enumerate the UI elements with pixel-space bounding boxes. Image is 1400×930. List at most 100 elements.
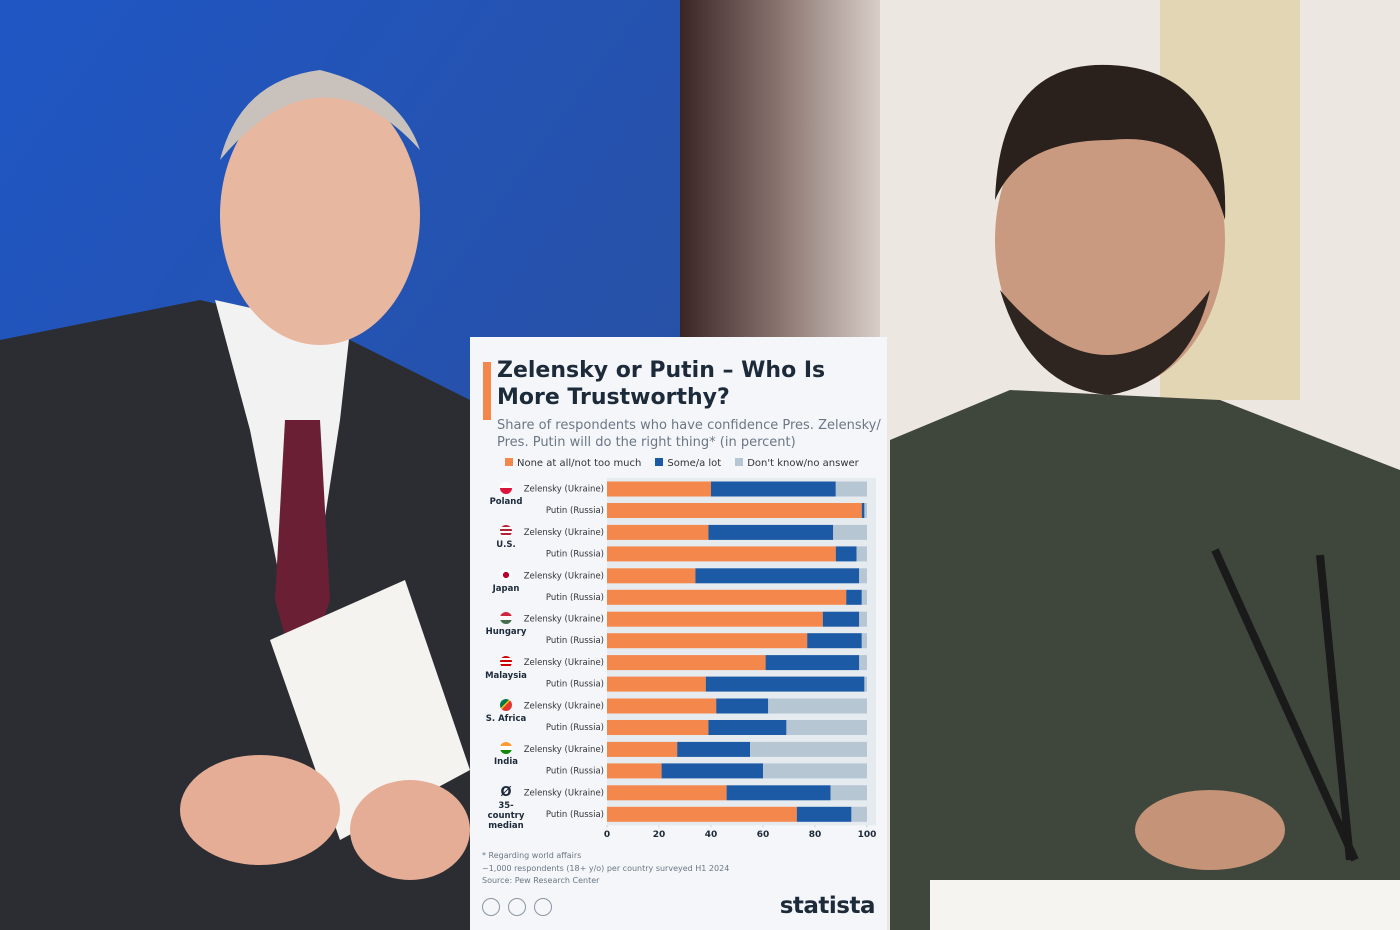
row-label: Putin (Russia) <box>546 549 604 559</box>
row-label: Zelensky (Ukraine) <box>524 571 604 581</box>
row-label: Zelensky (Ukraine) <box>524 658 604 668</box>
legend-label: Don't know/no answer <box>747 458 859 469</box>
group-name: India <box>494 757 518 768</box>
bar-segment <box>822 611 860 627</box>
group-label: Malaysia <box>480 655 532 681</box>
row-label: Putin (Russia) <box>546 766 604 776</box>
row-label: Putin (Russia) <box>546 680 604 690</box>
bar-segment <box>607 741 678 757</box>
bar-segment <box>607 481 711 497</box>
bar-segment <box>861 589 867 605</box>
row-label: Putin (Russia) <box>546 506 604 516</box>
bar-segment <box>607 785 727 801</box>
bar-segment <box>750 741 867 757</box>
bar-segment <box>830 785 867 801</box>
legend-swatch <box>505 458 513 466</box>
bar-segment <box>716 698 769 714</box>
bar-segment <box>786 720 867 735</box>
license-icon <box>482 898 500 916</box>
x-tick-label: 60 <box>757 830 770 840</box>
row-label: Zelensky (Ukraine) <box>524 615 604 625</box>
bar-segment <box>607 524 709 540</box>
bar-segment <box>708 720 787 735</box>
bar-segment <box>677 741 750 757</box>
legend-swatch <box>655 458 664 466</box>
bar-segment <box>833 524 867 540</box>
bar-segment <box>661 763 763 779</box>
group-label: U.S. <box>480 525 532 550</box>
bar-segment <box>607 655 766 671</box>
x-tick-label: 0 <box>604 830 610 840</box>
plot: Zelensky (Ukraine) Putin (Russia) Zelensky… <box>524 478 877 840</box>
flag-icon <box>500 568 512 581</box>
bar-segment <box>835 546 857 562</box>
legend: None at all/not too much Some/a lot Don't … <box>505 458 859 469</box>
legend-item: None at all/not too much <box>505 458 641 469</box>
group-name: S. Africa <box>485 714 527 724</box>
flag-icon <box>500 699 512 711</box>
license-icon <box>508 898 526 916</box>
group-label: S. Africa <box>480 699 532 724</box>
bar-segment <box>861 633 867 649</box>
bar-segment <box>607 633 808 649</box>
row-label: Putin (Russia) <box>546 810 604 820</box>
row-label: Putin (Russia) <box>546 636 604 646</box>
bar-segment <box>864 503 867 518</box>
bar-segment <box>763 763 867 779</box>
license-icon <box>534 898 552 916</box>
group-name: U.S. <box>496 540 516 551</box>
row-label: Zelensky (Ukraine) <box>524 745 604 755</box>
x-tick-label: 20 <box>653 830 666 840</box>
chart-title: Zelensky or Putin – Who Is More Trustwor… <box>497 358 826 410</box>
bar-segment <box>768 698 867 714</box>
group-name: Japan <box>492 583 520 594</box>
bar-segment <box>607 698 717 714</box>
bar-segment <box>861 503 865 518</box>
group-label: Hungary <box>480 612 532 637</box>
legend-swatch <box>735 458 744 466</box>
bar-segment <box>807 633 862 649</box>
bar-segment <box>846 589 862 605</box>
group-label: Ø 35-country median <box>480 786 532 831</box>
bar-segment <box>851 806 867 822</box>
group-symbol: Ø <box>500 784 512 800</box>
flag-icon <box>500 525 512 538</box>
bar-segment <box>607 720 709 735</box>
bar-segment <box>726 785 831 801</box>
bar-segment <box>856 546 867 562</box>
bar-segment <box>607 568 696 584</box>
bar-segment <box>859 655 867 671</box>
bar-segment <box>607 806 797 822</box>
legend-label: None at all/not too much <box>517 458 642 469</box>
group-label: Poland <box>480 482 532 507</box>
flag-icon <box>500 612 512 625</box>
bar-segment <box>859 611 867 627</box>
brand-logo: statista <box>779 893 876 919</box>
bar-segment <box>607 611 823 627</box>
flag-icon <box>500 482 512 494</box>
x-tick-label: 100 <box>858 830 877 840</box>
bar-segment <box>835 481 867 497</box>
group-name: Poland <box>489 497 523 507</box>
legend-item: Some/a lot <box>655 458 721 469</box>
bar-segment <box>607 503 862 518</box>
bar-segment <box>796 806 852 822</box>
x-tick-label: 40 <box>705 830 718 840</box>
flag-icon <box>500 742 512 755</box>
bar-segment <box>859 568 867 584</box>
footnote: Source: Pew Research Center <box>482 876 600 885</box>
bar-segment <box>711 481 836 497</box>
title-accent <box>483 362 491 420</box>
bar-segment <box>864 676 867 692</box>
bar-segment <box>708 524 834 540</box>
row-label: Zelensky (Ukraine) <box>524 788 604 798</box>
row-label: Putin (Russia) <box>546 723 604 733</box>
legend-item: Don't know/no answer <box>735 458 859 469</box>
chart-subtitle: Share of respondents who have confidence… <box>497 418 881 450</box>
flag-icon <box>500 655 512 668</box>
bar-segment <box>695 568 860 584</box>
bar-segment <box>607 676 706 692</box>
chart-card: Zelensky or Putin – Who Is More Trustwor… <box>470 337 887 930</box>
